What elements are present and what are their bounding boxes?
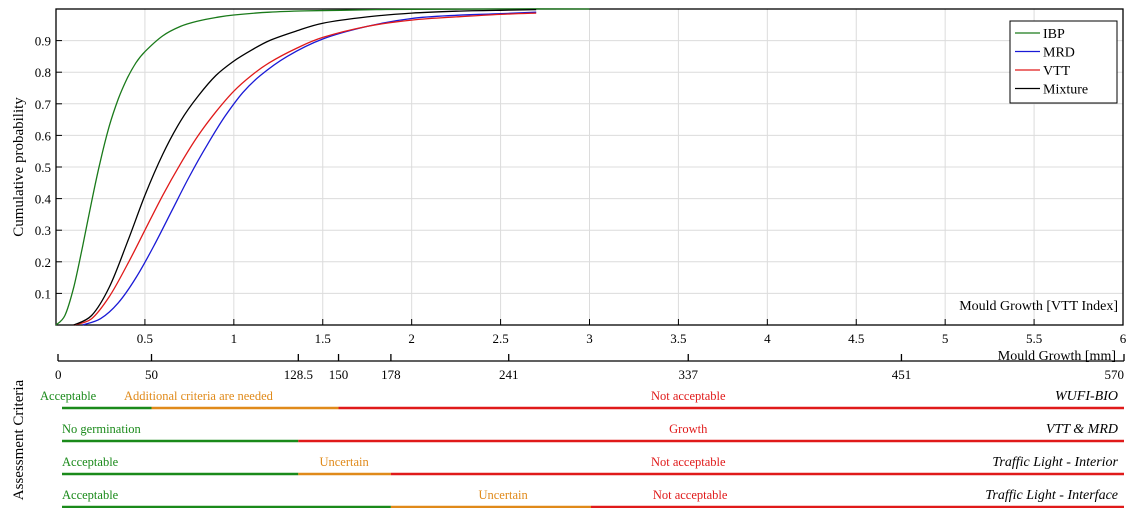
x-axis-label: Mould Growth [VTT Index]: [959, 299, 1118, 314]
x-tick-label: 5: [942, 331, 949, 346]
y-tick-label: 0.8: [35, 65, 51, 80]
series-line-vtt: [73, 12, 537, 326]
criteria-label: No germination: [62, 422, 142, 436]
secondary-tick-label: 128.5: [284, 367, 313, 382]
x-axis-ticks: 0.5 1 1.5 2 2.5 3 3.5 4 4.5 5 5.5 6: [137, 319, 1127, 346]
series-line-ibp: [55, 8, 590, 326]
secondary-axis-mm: 0 50 128.5 150 178 241 337 451 570: [55, 354, 1125, 382]
x-tick-label: 1.5: [315, 331, 331, 346]
criteria-method-name: WUFI-BIO: [1055, 389, 1118, 404]
legend-box: [1009, 20, 1118, 104]
y-tick-label: 0.4: [35, 192, 52, 207]
y-tick-label: 0.2: [35, 255, 51, 270]
criteria-label: Uncertain: [478, 488, 528, 502]
secondary-tick-label: 150: [329, 367, 349, 382]
secondary-tick-label: 451: [892, 367, 912, 382]
y-tick-label: 0.7: [35, 97, 52, 112]
legend-entry: Mixture: [1043, 83, 1088, 98]
x-tick-label: 6: [1120, 331, 1127, 346]
y-tick-label: 0.1: [35, 286, 51, 301]
assessment-criteria-label: Assessment Criteria: [11, 379, 27, 500]
secondary-tick-label: 337: [678, 367, 698, 382]
x-tick-label: 2: [408, 331, 415, 346]
x-tick-label: 5.5: [1026, 331, 1042, 346]
grid-lines: [56, 9, 1123, 325]
criteria-label: Acceptable: [62, 488, 119, 502]
criteria-method-name: VTT & MRD: [1046, 422, 1118, 437]
criteria-label: Acceptable: [62, 455, 119, 469]
criteria-label: Uncertain: [319, 455, 369, 469]
legend-entry: MRD: [1043, 46, 1075, 61]
x-tick-label: 3: [586, 331, 593, 346]
secondary-tick-label: 50: [145, 367, 158, 382]
criteria-label: Not acceptable: [651, 455, 726, 469]
secondary-tick-label: 178: [381, 367, 401, 382]
secondary-tick-label: 570: [1105, 367, 1125, 382]
x-tick-label: 3.5: [670, 331, 686, 346]
criteria-label: Additional criteria are needed: [124, 389, 274, 403]
criteria-method-name: Traffic Light - Interior: [992, 455, 1118, 470]
series-line-mixture: [73, 8, 537, 326]
x-tick-label: 4.5: [848, 331, 864, 346]
x-tick-label: 1: [231, 331, 238, 346]
y-axis-label: Cumulative probability: [11, 97, 27, 237]
x-tick-label: 0.5: [137, 331, 153, 346]
secondary-axis-label: Mould Growth [mm]: [998, 349, 1116, 364]
y-tick-label: 0.9: [35, 34, 51, 49]
y-tick-label: 0.3: [35, 223, 51, 238]
legend-entry: IBP: [1043, 27, 1065, 42]
series-line-mrd: [82, 11, 537, 326]
series-lines: [55, 8, 590, 326]
x-tick-label: 2.5: [492, 331, 508, 346]
legend-entry: VTT: [1043, 64, 1071, 79]
x-tick-label: 4: [764, 331, 771, 346]
secondary-tick-label: 241: [499, 367, 519, 382]
criteria-label: Not acceptable: [653, 488, 728, 502]
criteria-label: Growth: [669, 422, 708, 436]
y-tick-label: 0.6: [35, 128, 52, 143]
y-axis-ticks: 0.1 0.2 0.3 0.4 0.5 0.6 0.7 0.8 0.9: [35, 34, 62, 301]
secondary-tick-label: 0: [55, 367, 62, 382]
y-tick-label: 0.5: [35, 160, 51, 175]
criteria-label: Acceptable: [40, 389, 97, 403]
assessment-rows: Acceptable Additional criteria are needed…: [40, 389, 1124, 508]
criteria-method-name: Traffic Light - Interface: [985, 488, 1118, 503]
criteria-label: Not acceptable: [651, 389, 726, 403]
legend: IBP MRD VTT Mixture: [1009, 20, 1118, 104]
